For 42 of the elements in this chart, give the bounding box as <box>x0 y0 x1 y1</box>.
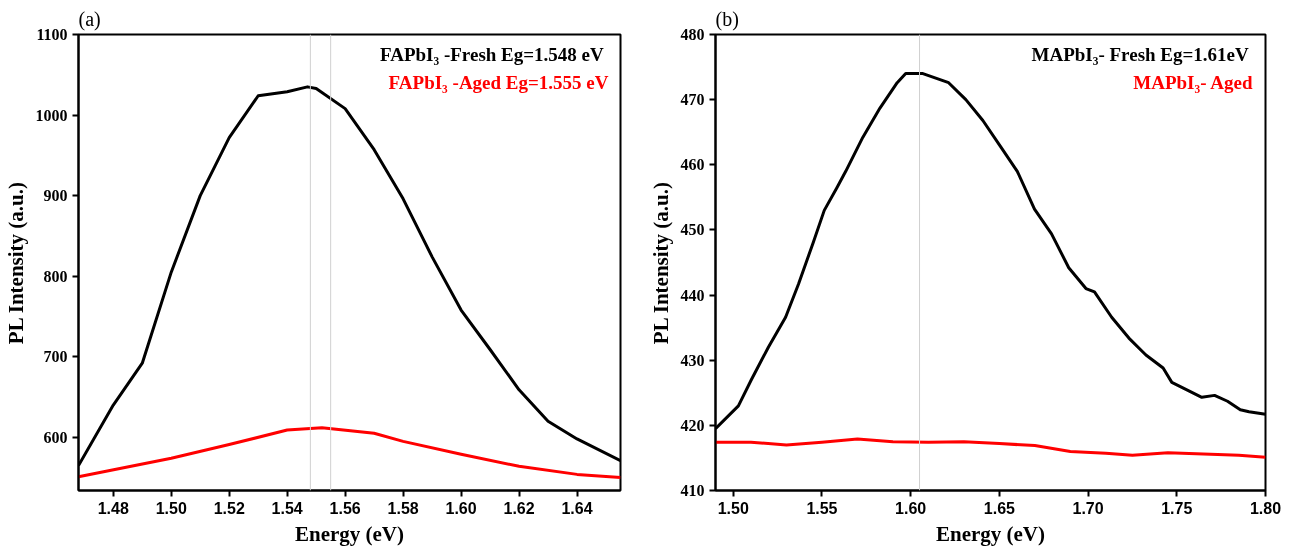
y-tick-label: 700 <box>43 348 68 366</box>
y-tick-label: 420 <box>680 416 705 434</box>
text: FAPbI₃ -Aged Eg=1.555 eV <box>388 71 609 93</box>
x-tick-label: 1.50 <box>155 499 187 517</box>
x-tick-label: 1.52 <box>213 499 245 517</box>
x-tick-label: 1.60 <box>895 499 927 517</box>
y-tick-label: 440 <box>680 286 705 304</box>
y-tick-label: 600 <box>43 428 68 446</box>
x-tick-label: 1.80 <box>1249 499 1282 517</box>
x-tick-label: 1.54 <box>271 499 303 517</box>
x-tick-label: 1.50 <box>717 499 749 517</box>
chart-title: (a) <box>78 7 101 31</box>
x-tick-label: 1.62 <box>503 499 535 517</box>
text: FAPbI₃ -Fresh Eg=1.548 eV <box>380 43 605 65</box>
y-tick-label: 450 <box>680 221 705 239</box>
y-tick-label: 900 <box>43 187 68 205</box>
line-series <box>78 426 621 480</box>
y-tick-label: 800 <box>43 267 68 285</box>
x-tick-label: 1.75 <box>1161 499 1193 517</box>
x-axis-title: Energy (eV) <box>294 521 405 546</box>
y-axis-title: PL Intensity (a.u.) <box>648 181 673 345</box>
text: MAPbI₃- Aged <box>1133 71 1253 93</box>
x-tick-label: 1.70 <box>1072 499 1104 517</box>
y-tick-label: 430 <box>680 351 705 369</box>
x-tick-label: 1.60 <box>445 499 477 517</box>
y-tick-label: 410 <box>680 482 705 499</box>
y-tick-label: 1000 <box>35 106 68 124</box>
y-tick-label: 460 <box>680 156 705 174</box>
x-tick-label: 1.56 <box>329 499 361 517</box>
line-series <box>715 437 1266 459</box>
y-axis-title: PL Intensity (a.u.) <box>3 181 28 345</box>
x-tick-label: 1.58 <box>387 499 419 517</box>
x-tick-label: 1.55 <box>806 499 838 517</box>
text: MAPbI₃- Fresh Eg=1.61eV <box>1031 43 1250 65</box>
y-tick-label: 1100 <box>36 26 68 43</box>
x-axis-title: Energy (eV) <box>935 521 1046 546</box>
x-tick-label: 1.64 <box>561 499 593 517</box>
x-tick-label: 1.48 <box>97 499 129 517</box>
y-tick-label: 470 <box>680 91 705 109</box>
y-tick-label: 480 <box>680 26 705 43</box>
x-tick-label: 1.65 <box>983 499 1016 517</box>
chart-title: (b) <box>715 7 739 31</box>
